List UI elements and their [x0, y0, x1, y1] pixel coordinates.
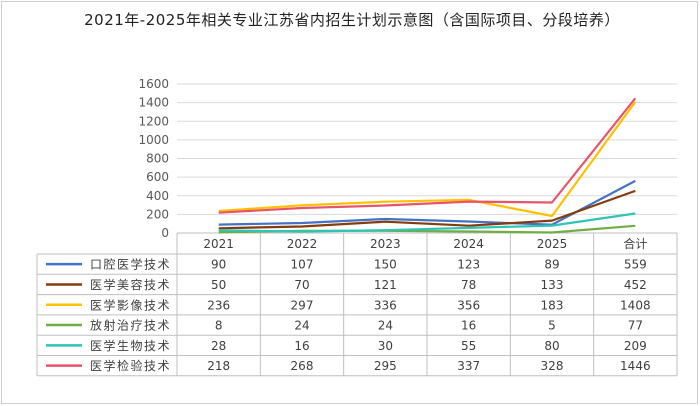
data-table-value: 1446: [620, 359, 651, 373]
data-table-value: 24: [378, 319, 393, 333]
data-table-value: 16: [294, 339, 309, 353]
data-table-value: 107: [291, 258, 314, 272]
legend-label: 医学检验技术: [90, 358, 171, 373]
data-table-value: 121: [374, 278, 397, 292]
legend-label: 放射治疗技术: [90, 318, 171, 333]
data-table-value: 70: [294, 278, 309, 292]
chart-title: 2021年-2025年相关专业江苏省内招生计划示意图（含国际项目、分段培养）: [84, 11, 620, 29]
y-tick-label: 1000: [138, 133, 169, 147]
data-table-value: 89: [544, 258, 559, 272]
data-table-value: 268: [291, 359, 314, 373]
data-table-value: 183: [541, 298, 564, 312]
data-table-value: 1408: [620, 298, 651, 312]
x-category-label: 2021: [203, 237, 234, 251]
legend-label: 医学生物技术: [90, 338, 171, 353]
legend-label: 口腔医学技术: [90, 257, 171, 272]
data-table-value: 28: [211, 339, 226, 353]
data-table-value: 133: [541, 278, 564, 292]
legend-label: 医学美容技术: [90, 277, 171, 292]
data-table-value: 336: [374, 298, 397, 312]
data-table-value: 123: [457, 258, 480, 272]
x-category-label: 2024: [453, 237, 484, 251]
legend-label: 医学影像技术: [90, 297, 171, 312]
y-tick-label: 200: [146, 207, 169, 221]
data-table-value: 78: [461, 278, 476, 292]
data-table-value: 16: [461, 319, 476, 333]
series-line: [218, 189, 636, 230]
data-table-value: 356: [457, 298, 480, 312]
data-table-value: 328: [541, 359, 564, 373]
data-table-value: 236: [207, 298, 230, 312]
data-table-value: 218: [207, 359, 230, 373]
data-table-value: 337: [457, 359, 480, 373]
y-tick-label: 1600: [138, 77, 169, 91]
x-category-label: 2023: [370, 237, 401, 251]
x-category-label: 合计: [623, 236, 647, 251]
y-tick-label: 400: [146, 189, 169, 203]
series-line: [218, 179, 636, 226]
data-table-value: 30: [378, 339, 393, 353]
data-table-value: 77: [628, 319, 643, 333]
data-table-value: 55: [461, 339, 476, 353]
series-line: [218, 97, 637, 214]
x-category-label: 2022: [287, 237, 318, 251]
y-tick-label: 1400: [138, 96, 169, 110]
y-tick-label: 0: [161, 226, 169, 240]
x-category-label: 2025: [537, 237, 568, 251]
data-table-value: 24: [294, 319, 309, 333]
data-table-value: 5: [548, 319, 556, 333]
data-table-value: 150: [374, 258, 397, 272]
data-table-value: 90: [211, 258, 226, 272]
series-line: [218, 101, 637, 218]
data-table-value: 8: [215, 319, 223, 333]
data-table-value: 80: [544, 339, 559, 353]
y-tick-label: 600: [146, 170, 169, 184]
series-line: [218, 212, 636, 233]
data-table-value: 295: [374, 359, 397, 373]
data-table-value: 50: [211, 278, 226, 292]
data-table-value: 209: [624, 339, 647, 353]
data-table-value: 559: [624, 258, 647, 272]
data-table-value: 297: [291, 298, 314, 312]
data-table-value: 452: [624, 278, 647, 292]
y-tick-label: 800: [146, 152, 169, 166]
y-tick-label: 1200: [138, 114, 169, 128]
